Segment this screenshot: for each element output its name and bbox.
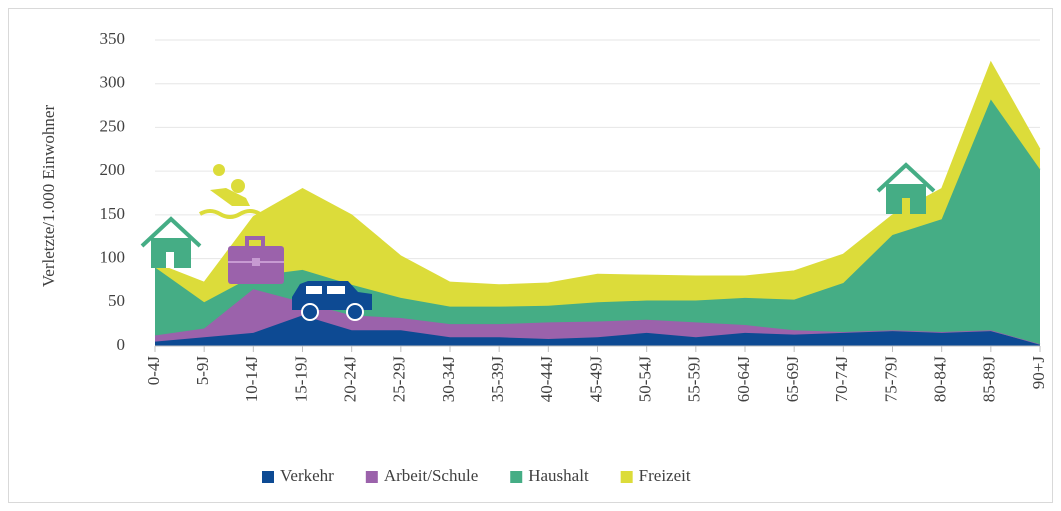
x-tick-label: 50-54J — [636, 356, 655, 403]
x-tick-label: 0-4J — [144, 356, 163, 386]
area — [155, 289, 1040, 345]
icons — [140, 162, 936, 321]
y-tick-label: 150 — [100, 204, 126, 223]
legend-swatch — [510, 471, 523, 483]
house-icon — [140, 216, 202, 268]
x-tick-label: 35-39J — [488, 356, 507, 403]
house-icon — [876, 162, 936, 214]
x-tick-label: 80-84J — [931, 356, 950, 403]
x-tick-label: 75-79J — [881, 356, 900, 403]
legend-swatch — [262, 471, 274, 483]
swimmer-icon — [198, 164, 262, 219]
x-tick-label: 10-14J — [242, 356, 261, 403]
x-tick-label: 65-69J — [783, 356, 802, 403]
area — [155, 61, 1040, 307]
x-tick-label: 30-34J — [439, 356, 458, 403]
area-edge — [154, 60, 1041, 286]
x-tick-label: 15-19J — [291, 356, 310, 403]
x-tick-label: 55-59J — [685, 356, 704, 403]
legend-swatch — [620, 471, 633, 483]
y-tick-label: 350 — [100, 29, 126, 48]
y-axis-label: Verletzte/1.000 Einwohner — [39, 105, 58, 288]
car-icon — [292, 281, 372, 321]
x-tick-label: 45-49J — [586, 356, 605, 403]
x-tick-label: 60-64J — [734, 356, 753, 403]
x-tick-label: 70-74J — [832, 356, 851, 403]
x-tick-label: 40-44J — [537, 356, 556, 403]
legend-label: Haushalt — [528, 466, 589, 485]
x-tick-label: 25-29J — [390, 356, 409, 403]
y-tick-label: 50 — [108, 291, 125, 310]
legend-label: Arbeit/Schule — [384, 466, 478, 485]
legend: Verkehr Arbeit/Schule Haushalt Freizeit — [262, 466, 691, 485]
plot-area: 0 50 100 150 200 250 300 350 0-4J 5-9J 10-14J 15-19… — [100, 29, 1048, 402]
y-tick-label: 100 — [100, 247, 126, 266]
x-tick-label: 20-24J — [341, 356, 360, 403]
y-tick-label: 250 — [100, 116, 126, 135]
briefcase-icon — [228, 236, 284, 284]
y-tick-label: 300 — [100, 73, 126, 92]
legend-swatch — [365, 471, 378, 483]
legend-label: Verkehr — [280, 466, 334, 485]
y-tick-label: 200 — [100, 160, 126, 179]
x-tick-label: 85-89J — [980, 356, 999, 403]
y-tick-label: 0 — [117, 335, 126, 354]
x-tick-label: 5-9J — [193, 356, 212, 386]
x-tick-label: 90+J — [1029, 356, 1048, 390]
area — [155, 315, 1040, 346]
legend-label: Freizeit — [639, 466, 691, 485]
area — [155, 99, 1040, 345]
